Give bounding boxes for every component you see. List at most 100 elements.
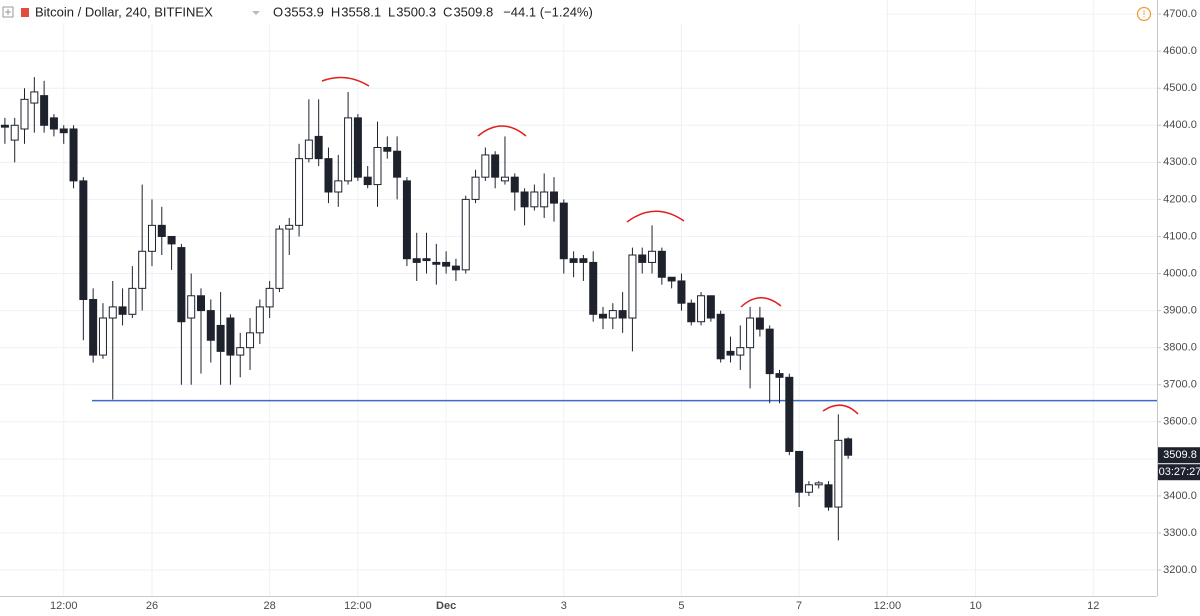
x-tick-label: 5 [678,600,684,612]
candle-body [363,176,372,186]
ohlc-value: 3500.3 [396,4,436,19]
candle-body [618,310,627,319]
last-price-box [1158,447,1200,464]
candle-body [226,317,235,356]
arc [477,125,527,137]
y-tick-label: 3600.0 [1163,416,1197,428]
alert-icon[interactable] [1136,6,1152,22]
candle-body [59,128,68,134]
y-tick-label: 3300.0 [1163,527,1197,539]
expand-icon[interactable] [2,6,14,18]
candle-body [559,202,568,260]
candle-body [304,139,313,160]
candle-body [69,128,78,182]
alert-icon-mark: ! [1143,9,1146,20]
candle-body [736,347,745,356]
y-tick-label: 4000.0 [1163,267,1197,279]
y-tick-label: 4100.0 [1163,230,1197,242]
candle-body [422,258,431,262]
ohlc-letter: C [443,4,452,19]
candle-body [177,247,186,323]
symbol-icon [21,8,29,17]
candle-body [295,158,304,226]
candle-body [432,261,441,265]
y-tick-label: 3200.0 [1163,564,1197,576]
candle-body [265,287,274,308]
symbol-title: Bitcoin / Dollar, 240, BITFINEX [35,4,213,19]
candle-body [599,313,608,319]
candle-body [804,484,813,493]
candle-body [648,250,657,263]
candle-body [834,439,843,508]
y-tick-label: 4400.0 [1163,119,1197,131]
candle-body [49,117,58,130]
candle-body [765,328,774,375]
candle-body [20,98,29,130]
candle-body [187,295,196,319]
candle-body [657,250,666,278]
candle-body [30,91,39,104]
arc [822,404,859,415]
candle-body [167,235,176,245]
arc [626,210,685,223]
candle-body [716,313,725,360]
candle-body [677,280,686,304]
countdown-box [1158,464,1200,481]
candle-body [697,295,706,323]
candle-body [393,150,402,178]
x-tick-label: 3 [561,600,567,612]
candle-body [638,254,647,263]
y-tick-label: 3400.0 [1163,490,1197,502]
y-tick-label: 3800.0 [1163,342,1197,354]
candle-body [814,482,823,486]
candle-body [726,350,735,356]
annotations [321,76,859,415]
candle-body [589,261,598,315]
y-tick-label: 4500.0 [1163,82,1197,94]
ohlc-value: 3553.9 [284,4,324,19]
change: −44.1 (−1.24%) [503,4,593,19]
candle-body [687,302,696,323]
arc [740,297,782,308]
candle-body [0,124,9,128]
candle-body [206,310,215,341]
candle-body [667,276,676,282]
candle-body [510,176,519,193]
candle-body [844,438,853,456]
dropdown[interactable] [252,11,260,15]
candle-body [275,228,284,289]
x-tick-label: 12:00 [344,600,372,612]
expand-icon-plus [5,9,11,15]
candle-body [706,295,715,319]
candle-body [500,176,509,182]
candle-body [157,224,166,237]
x-tick-label: 28 [264,600,276,612]
x-tick-label: 12:00 [50,600,78,612]
candle-body [549,191,558,204]
candle-body [520,191,529,208]
candle-body [579,258,588,263]
candle-body [40,95,49,126]
candle-body [344,117,353,182]
candle-body [79,180,88,300]
arc [321,76,370,87]
candle-body [324,158,333,193]
ohlc-legend: O 3553.9 H 3558.1 L 3500.3 C 3509.8 [273,4,493,19]
y-tick-label: 4300.0 [1163,156,1197,168]
ohlc-letter: L [388,4,395,19]
candle-body [491,154,500,178]
ohlc-letter: H [331,4,340,19]
candle-body [530,191,539,208]
candle-body [10,124,19,141]
ohlc-letter: O [273,4,283,19]
candle-body [481,154,490,178]
x-tick-label: 12 [1087,600,1099,612]
candle-body [383,147,392,152]
candle-body [314,135,323,160]
candle-body [138,250,147,289]
candle-body [147,224,156,252]
candle-body [451,265,460,271]
countdown-label: 03:27:27 [1159,466,1200,478]
candles [0,77,1157,541]
